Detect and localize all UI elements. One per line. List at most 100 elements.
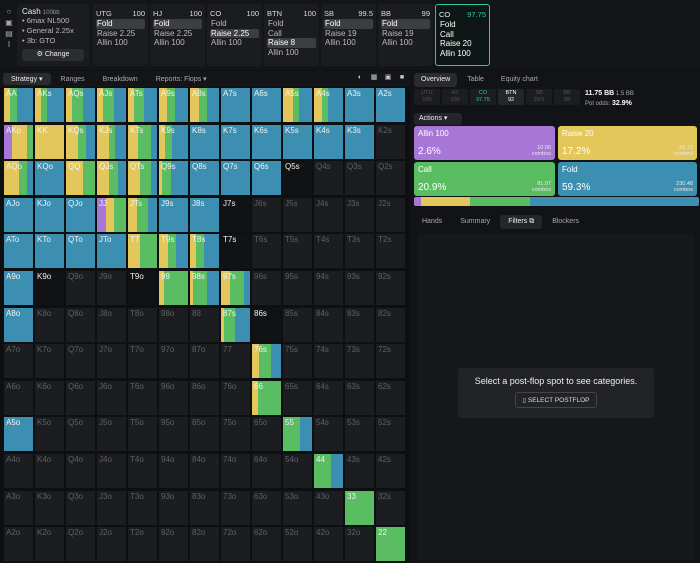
- hand-cell[interactable]: A2o: [3, 526, 34, 563]
- hand-cell[interactable]: 96s: [251, 270, 282, 306]
- position-action[interactable]: Fold: [96, 19, 145, 29]
- hand-cell[interactable]: A3s: [344, 87, 375, 123]
- hand-cell[interactable]: J6s: [251, 196, 282, 233]
- select-postflop-button[interactable]: ▯ SELECT POSTFLOP: [515, 392, 597, 408]
- hand-cell[interactable]: ATs: [127, 87, 158, 123]
- tab-filters[interactable]: Filters ⧉: [500, 215, 543, 229]
- hand-cell[interactable]: T4s: [313, 233, 344, 270]
- hand-cell[interactable]: A6s: [251, 87, 282, 123]
- position-chip[interactable]: BTN 92: [498, 89, 524, 105]
- position-action[interactable]: Allin 100: [97, 38, 128, 47]
- tab-blockers[interactable]: Blockers: [552, 218, 580, 225]
- position-action[interactable]: Fold: [211, 19, 227, 28]
- hand-cell[interactable]: QJo: [65, 196, 96, 233]
- hand-cell[interactable]: K6s: [251, 123, 282, 160]
- position-action[interactable]: Call: [440, 29, 454, 39]
- hand-cell[interactable]: 97o: [158, 343, 189, 380]
- tab-hands[interactable]: Hands: [422, 218, 443, 225]
- hand-cell[interactable]: 95s: [282, 270, 313, 306]
- hand-cell[interactable]: 97s: [220, 270, 251, 306]
- change-button[interactable]: ⚙ Change: [22, 49, 84, 61]
- hand-cell[interactable]: 53o: [282, 489, 313, 526]
- hand-cell[interactable]: T2o: [127, 526, 158, 563]
- hand-cell[interactable]: J8s: [189, 196, 220, 233]
- hand-cell[interactable]: 82s: [375, 306, 406, 343]
- hand-cell[interactable]: TT: [127, 233, 158, 270]
- hand-cell[interactable]: AJs: [96, 87, 127, 123]
- position-chip[interactable]: HJ 100: [442, 89, 468, 105]
- hand-cell[interactable]: 42s: [375, 453, 406, 489]
- hand-cell[interactable]: 83o: [189, 489, 220, 526]
- hand-cell[interactable]: J7o: [96, 343, 127, 380]
- hand-cell[interactable]: J6o: [96, 379, 127, 416]
- hand-cell[interactable]: 88: [189, 306, 220, 343]
- position-action[interactable]: Allin 100: [268, 47, 299, 57]
- hand-cell[interactable]: 92o: [158, 526, 189, 563]
- hand-cell[interactable]: 84s: [313, 306, 344, 343]
- hand-cell[interactable]: Q3s: [344, 160, 375, 197]
- hand-cell[interactable]: A2s: [375, 87, 406, 123]
- hand-cell[interactable]: 98o: [158, 306, 189, 343]
- hand-cell[interactable]: 55: [282, 416, 313, 453]
- hand-cell[interactable]: AJo: [3, 196, 34, 233]
- hand-cell[interactable]: 76s: [251, 343, 282, 380]
- hand-cell[interactable]: 33: [344, 489, 375, 526]
- tab-overview[interactable]: Overview: [414, 73, 458, 87]
- hand-cell[interactable]: 87s: [220, 306, 251, 343]
- hand-cell[interactable]: A8o: [3, 306, 34, 343]
- hand-cell[interactable]: Q4s: [313, 160, 344, 197]
- position-action[interactable]: Allin 100: [154, 38, 185, 47]
- position-action[interactable]: Fold: [268, 19, 284, 28]
- hand-cell[interactable]: 85o: [189, 416, 220, 453]
- hand-cell[interactable]: A6o: [3, 379, 34, 416]
- tab-reports-flops[interactable]: Reports: Flops ▾: [155, 76, 207, 83]
- hand-cell[interactable]: ATo: [3, 233, 34, 270]
- hand-cell[interactable]: 64o: [251, 453, 282, 489]
- undo-icon[interactable]: ○: [6, 7, 12, 16]
- hand-cell[interactable]: 52o: [282, 526, 313, 563]
- hand-cell[interactable]: Q4o: [65, 453, 96, 489]
- hand-cell[interactable]: Q3o: [65, 489, 96, 526]
- hand-cell[interactable]: 66: [251, 379, 282, 416]
- position-action[interactable]: Allin 100: [382, 38, 413, 47]
- hand-cell[interactable]: J9o: [96, 270, 127, 306]
- hand-cell[interactable]: QJs: [96, 160, 127, 197]
- hand-cell[interactable]: 76o: [220, 379, 251, 416]
- hand-cell[interactable]: A5o: [3, 416, 34, 453]
- tab-breakdown[interactable]: Breakdown: [102, 76, 138, 83]
- hand-cell[interactable]: Q8s: [189, 160, 220, 197]
- position-chip[interactable]: SB 99.5: [526, 89, 552, 105]
- hand-cell[interactable]: 82o: [189, 526, 220, 563]
- action-box-allin[interactable]: Allin 100 2.6% 10.06 combos: [414, 126, 555, 160]
- hand-cell[interactable]: K9o: [34, 270, 65, 306]
- hand-cell[interactable]: T9o: [127, 270, 158, 306]
- hand-cell[interactable]: 92s: [375, 270, 406, 306]
- hand-cell[interactable]: 65o: [251, 416, 282, 453]
- fill-view-icon[interactable]: ■: [399, 74, 405, 81]
- hand-cell[interactable]: Q8o: [65, 306, 96, 343]
- hand-cell[interactable]: J2o: [96, 526, 127, 563]
- hand-cell[interactable]: Q9s: [158, 160, 189, 197]
- hand-cell[interactable]: J4s: [313, 196, 344, 233]
- hand-cell[interactable]: Q5o: [65, 416, 96, 453]
- hand-cell[interactable]: T4o: [127, 453, 158, 489]
- hand-cell[interactable]: 43s: [344, 453, 375, 489]
- position-action[interactable]: Fold: [153, 19, 202, 29]
- position-action[interactable]: Raise 8: [267, 38, 316, 48]
- hand-cell[interactable]: AQo: [3, 160, 34, 197]
- hand-cell[interactable]: JJ: [96, 196, 127, 233]
- hand-cell[interactable]: 94s: [313, 270, 344, 306]
- hand-cell[interactable]: KQo: [34, 160, 65, 197]
- hand-cell[interactable]: 83s: [344, 306, 375, 343]
- hand-cell[interactable]: 62o: [251, 526, 282, 563]
- hand-cell[interactable]: 62s: [375, 379, 406, 416]
- hand-cell[interactable]: K5s: [282, 123, 313, 160]
- hand-cell[interactable]: T9s: [158, 233, 189, 270]
- position-action[interactable]: Raise 19: [382, 28, 414, 38]
- position-action[interactable]: Raise 20: [440, 39, 472, 48]
- hand-cell[interactable]: KQs: [65, 123, 96, 160]
- hand-cell[interactable]: JTs: [127, 196, 158, 233]
- hand-cell[interactable]: AKs: [34, 87, 65, 123]
- position-chip[interactable]: UTG 100: [414, 89, 440, 105]
- hand-cell[interactable]: 99: [158, 270, 189, 306]
